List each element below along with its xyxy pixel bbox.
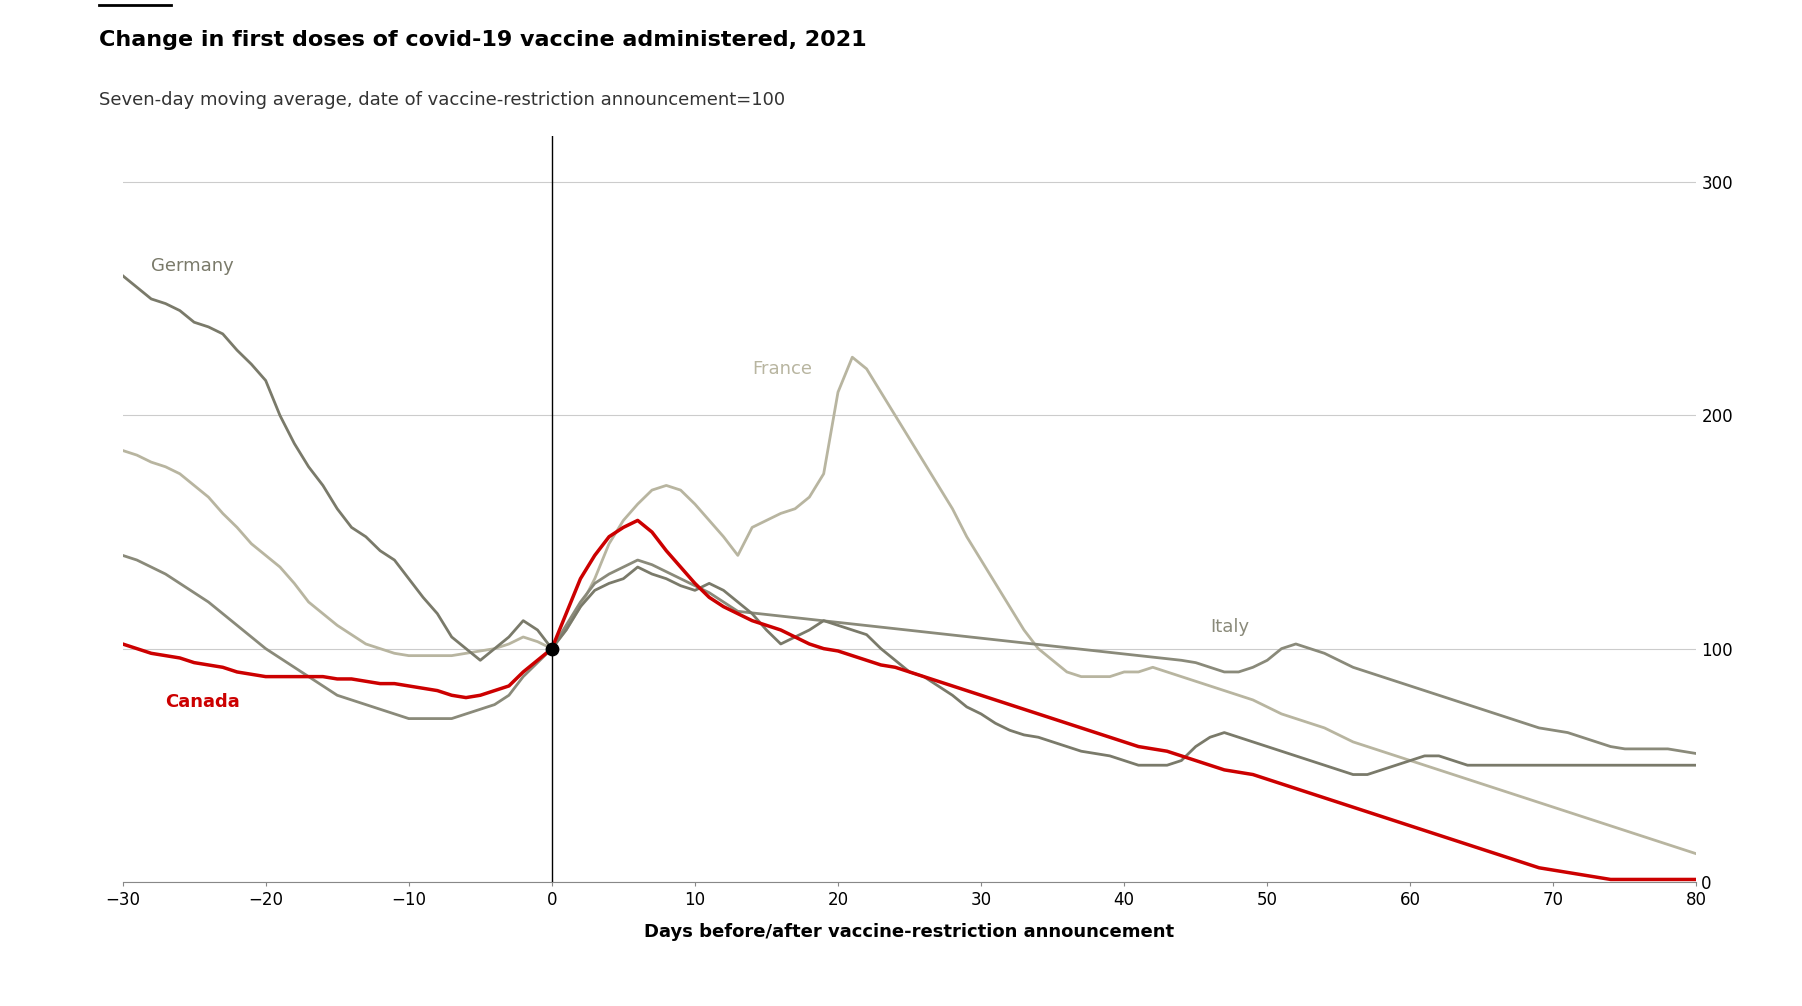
X-axis label: Days before/after vaccine-restriction announcement: Days before/after vaccine-restriction an…: [645, 923, 1175, 941]
Text: Canada: Canada: [166, 693, 240, 711]
Text: Italy: Italy: [1209, 619, 1249, 637]
Point: [537, 641, 566, 657]
Text: Germany: Germany: [151, 257, 234, 275]
Text: Seven-day moving average, date of vaccine-restriction announcement=100: Seven-day moving average, date of vaccin…: [99, 91, 786, 109]
Text: Change in first doses of covid-19 vaccine administered, 2021: Change in first doses of covid-19 vaccin…: [99, 30, 867, 50]
Text: France: France: [751, 359, 813, 377]
